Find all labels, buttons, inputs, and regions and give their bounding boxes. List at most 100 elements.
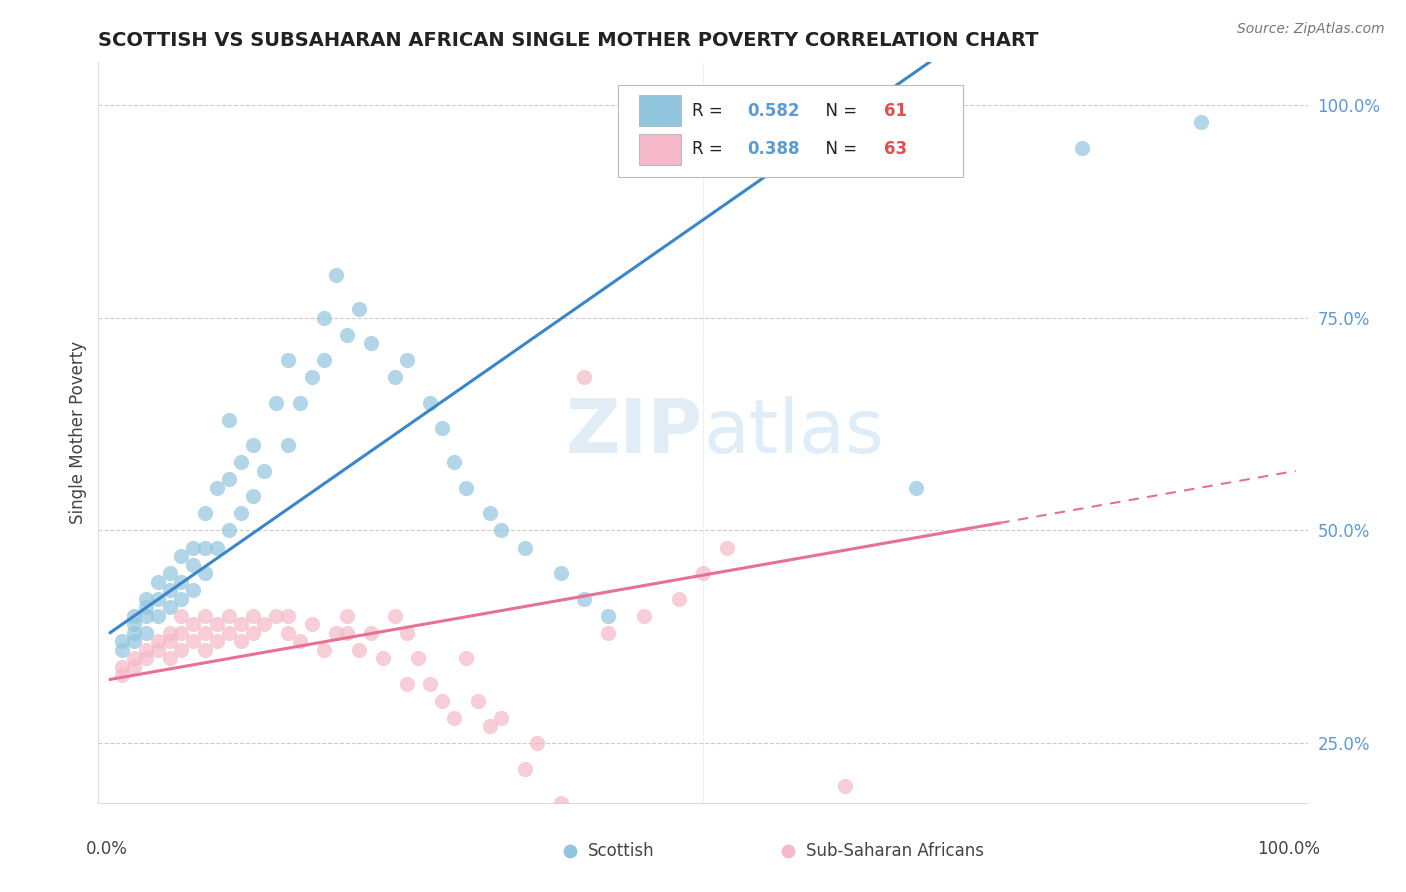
Point bbox=[111, 642, 134, 657]
Point bbox=[395, 353, 418, 368]
Point bbox=[751, 822, 773, 836]
Point bbox=[159, 582, 181, 597]
Point bbox=[277, 353, 299, 368]
Point bbox=[336, 625, 359, 640]
Text: Source: ZipAtlas.com: Source: ZipAtlas.com bbox=[1237, 22, 1385, 37]
FancyBboxPatch shape bbox=[638, 95, 682, 126]
Point bbox=[146, 574, 169, 589]
Point bbox=[122, 659, 145, 673]
Text: 0.582: 0.582 bbox=[748, 102, 800, 120]
Point bbox=[432, 694, 454, 708]
Point bbox=[288, 634, 311, 648]
Point bbox=[384, 608, 406, 623]
Point bbox=[170, 625, 193, 640]
Point bbox=[159, 651, 181, 665]
Point bbox=[264, 608, 287, 623]
Point bbox=[170, 608, 193, 623]
Point bbox=[229, 455, 252, 469]
Point bbox=[135, 600, 157, 615]
Point bbox=[146, 591, 169, 606]
Text: SCOTTISH VS SUBSAHARAN AFRICAN SINGLE MOTHER POVERTY CORRELATION CHART: SCOTTISH VS SUBSAHARAN AFRICAN SINGLE MO… bbox=[98, 31, 1039, 50]
Point bbox=[122, 608, 145, 623]
Text: R =: R = bbox=[692, 140, 728, 158]
Point bbox=[336, 327, 359, 342]
Text: R =: R = bbox=[692, 102, 728, 120]
Point bbox=[869, 813, 891, 827]
Point bbox=[146, 634, 169, 648]
Point bbox=[336, 608, 359, 623]
Point bbox=[229, 617, 252, 632]
Text: N =: N = bbox=[815, 102, 863, 120]
Text: 100.0%: 100.0% bbox=[1257, 840, 1320, 858]
Point bbox=[194, 507, 217, 521]
Point bbox=[205, 481, 228, 495]
Point bbox=[170, 591, 193, 606]
Point bbox=[218, 413, 240, 427]
Point bbox=[111, 668, 134, 682]
Point bbox=[146, 608, 169, 623]
Point bbox=[432, 421, 454, 435]
Point bbox=[242, 490, 264, 504]
Point bbox=[491, 524, 513, 538]
Point bbox=[181, 541, 204, 555]
Point bbox=[384, 370, 406, 384]
Y-axis label: Single Mother Poverty: Single Mother Poverty bbox=[69, 341, 87, 524]
Point bbox=[135, 591, 157, 606]
Point bbox=[1071, 140, 1094, 154]
Point bbox=[277, 608, 299, 623]
Point bbox=[550, 566, 572, 580]
Point bbox=[834, 779, 856, 793]
Point bbox=[467, 694, 489, 708]
Point bbox=[218, 608, 240, 623]
Point bbox=[347, 302, 370, 317]
Point bbox=[371, 651, 394, 665]
Point bbox=[598, 625, 620, 640]
Text: 0.0%: 0.0% bbox=[86, 840, 128, 858]
Point bbox=[218, 524, 240, 538]
Point bbox=[312, 310, 335, 325]
Point bbox=[395, 676, 418, 690]
Text: Scottish: Scottish bbox=[588, 842, 655, 860]
Point bbox=[277, 438, 299, 452]
Text: ZIP: ZIP bbox=[565, 396, 703, 469]
Point bbox=[218, 625, 240, 640]
Point bbox=[194, 541, 217, 555]
Point bbox=[135, 651, 157, 665]
Point bbox=[598, 608, 620, 623]
Point bbox=[419, 676, 441, 690]
Point bbox=[277, 625, 299, 640]
Point bbox=[159, 634, 181, 648]
Point bbox=[716, 541, 738, 555]
Text: N =: N = bbox=[815, 140, 863, 158]
Point bbox=[205, 541, 228, 555]
Point bbox=[325, 625, 347, 640]
Point bbox=[159, 625, 181, 640]
Point bbox=[159, 600, 181, 615]
Point bbox=[122, 625, 145, 640]
Point bbox=[301, 370, 323, 384]
Point bbox=[229, 507, 252, 521]
Point bbox=[181, 617, 204, 632]
Point bbox=[253, 617, 276, 632]
Point bbox=[146, 642, 169, 657]
Point bbox=[408, 651, 430, 665]
Point bbox=[301, 617, 323, 632]
Point bbox=[122, 634, 145, 648]
Point bbox=[122, 651, 145, 665]
Point bbox=[122, 617, 145, 632]
FancyBboxPatch shape bbox=[619, 85, 963, 178]
Point bbox=[181, 634, 204, 648]
Point bbox=[478, 507, 501, 521]
Point bbox=[264, 396, 287, 410]
Text: 0.388: 0.388 bbox=[748, 140, 800, 158]
Point bbox=[443, 455, 465, 469]
Point bbox=[181, 582, 204, 597]
Point bbox=[491, 711, 513, 725]
Point bbox=[181, 558, 204, 572]
Point bbox=[347, 642, 370, 657]
Point bbox=[692, 566, 714, 580]
Text: Sub-Saharan Africans: Sub-Saharan Africans bbox=[806, 842, 984, 860]
Point bbox=[170, 549, 193, 563]
Point bbox=[170, 642, 193, 657]
Point bbox=[194, 642, 217, 657]
